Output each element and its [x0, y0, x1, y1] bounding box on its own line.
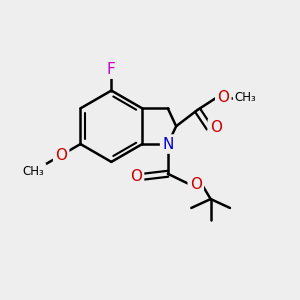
Text: O: O — [190, 177, 202, 192]
Text: O: O — [217, 90, 229, 105]
Text: F: F — [107, 62, 116, 77]
Text: O: O — [55, 148, 67, 163]
Text: CH₃: CH₃ — [235, 91, 256, 104]
Text: O: O — [130, 169, 142, 184]
Text: N: N — [162, 136, 173, 152]
Text: O: O — [210, 120, 222, 135]
Text: CH₃: CH₃ — [23, 165, 44, 178]
